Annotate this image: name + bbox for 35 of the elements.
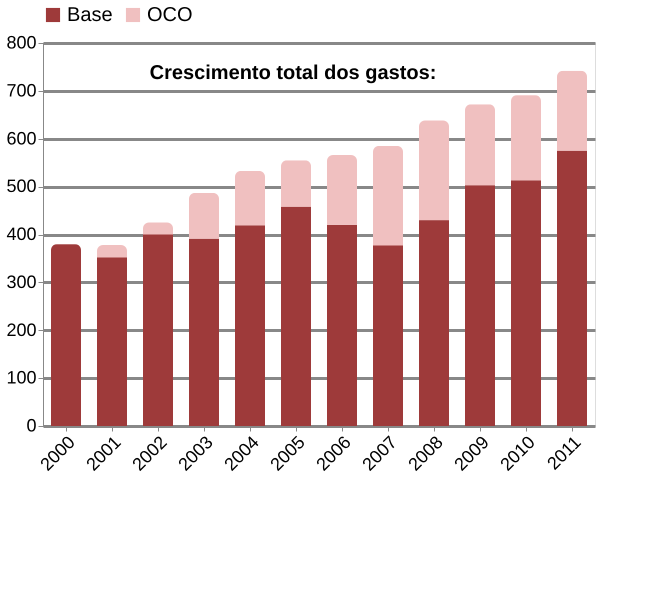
y-tick-label: 200 — [6, 320, 36, 340]
bar — [419, 120, 449, 220]
bar — [327, 155, 357, 225]
bar — [97, 245, 127, 258]
y-tick-label: 400 — [6, 224, 36, 244]
bar — [51, 244, 81, 426]
y-tick-label: 300 — [6, 272, 36, 292]
y-tick-label: 500 — [6, 176, 36, 196]
legend-label: Base — [67, 4, 113, 26]
bar — [373, 246, 403, 426]
legend-label: OCO — [147, 4, 193, 26]
bar — [373, 146, 403, 246]
bar — [557, 70, 587, 151]
bar — [281, 160, 311, 207]
y-tick-label: 100 — [6, 368, 36, 388]
y-tick-label: 800 — [6, 32, 36, 52]
bar — [189, 192, 219, 239]
bar — [419, 220, 449, 426]
bar — [465, 104, 495, 186]
bar — [465, 185, 495, 426]
bar — [327, 224, 357, 426]
bar — [143, 234, 173, 426]
annotation: Crescimento total dos gastos: — [150, 62, 436, 84]
bar — [511, 95, 541, 180]
bar — [235, 170, 265, 226]
bar — [511, 180, 541, 426]
y-tick-label: 700 — [6, 80, 36, 100]
bar — [143, 222, 173, 234]
y-tick-label: 600 — [6, 128, 36, 148]
y-tick-label: 0 — [26, 416, 36, 436]
bar — [281, 206, 311, 426]
bar — [189, 238, 219, 426]
bar — [557, 150, 587, 426]
bar — [235, 225, 265, 426]
bar — [97, 257, 127, 426]
